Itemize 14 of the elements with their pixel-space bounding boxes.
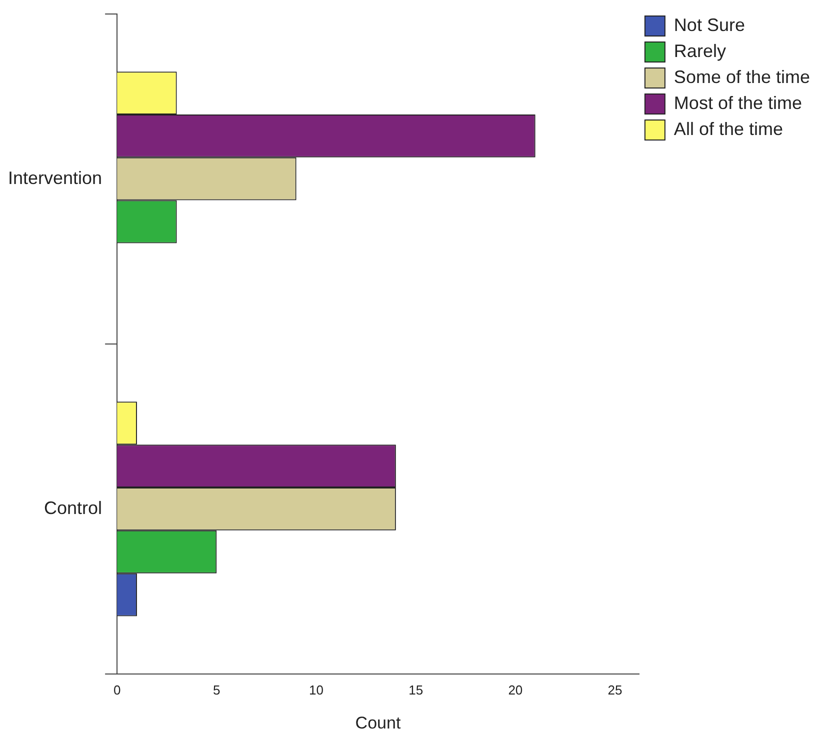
legend-label: Not Sure — [674, 14, 745, 35]
x-tick-label: 10 — [309, 682, 324, 698]
x-tick-label: 15 — [408, 682, 424, 698]
x-axis-title: Count — [355, 713, 401, 732]
y-tick-label: Control — [44, 498, 102, 518]
x-tick-label: 5 — [213, 682, 220, 698]
x-tick-label: 0 — [113, 682, 121, 698]
x-tick-label: 25 — [608, 682, 622, 698]
y-tick-label: Intervention — [8, 168, 102, 188]
legend-label: Some of the time — [674, 66, 810, 87]
legend-label: Rarely — [674, 40, 726, 61]
legend-label: All of the time — [674, 118, 783, 139]
x-tick-label: 20 — [508, 682, 523, 698]
legend-label: Most of the time — [674, 92, 802, 113]
